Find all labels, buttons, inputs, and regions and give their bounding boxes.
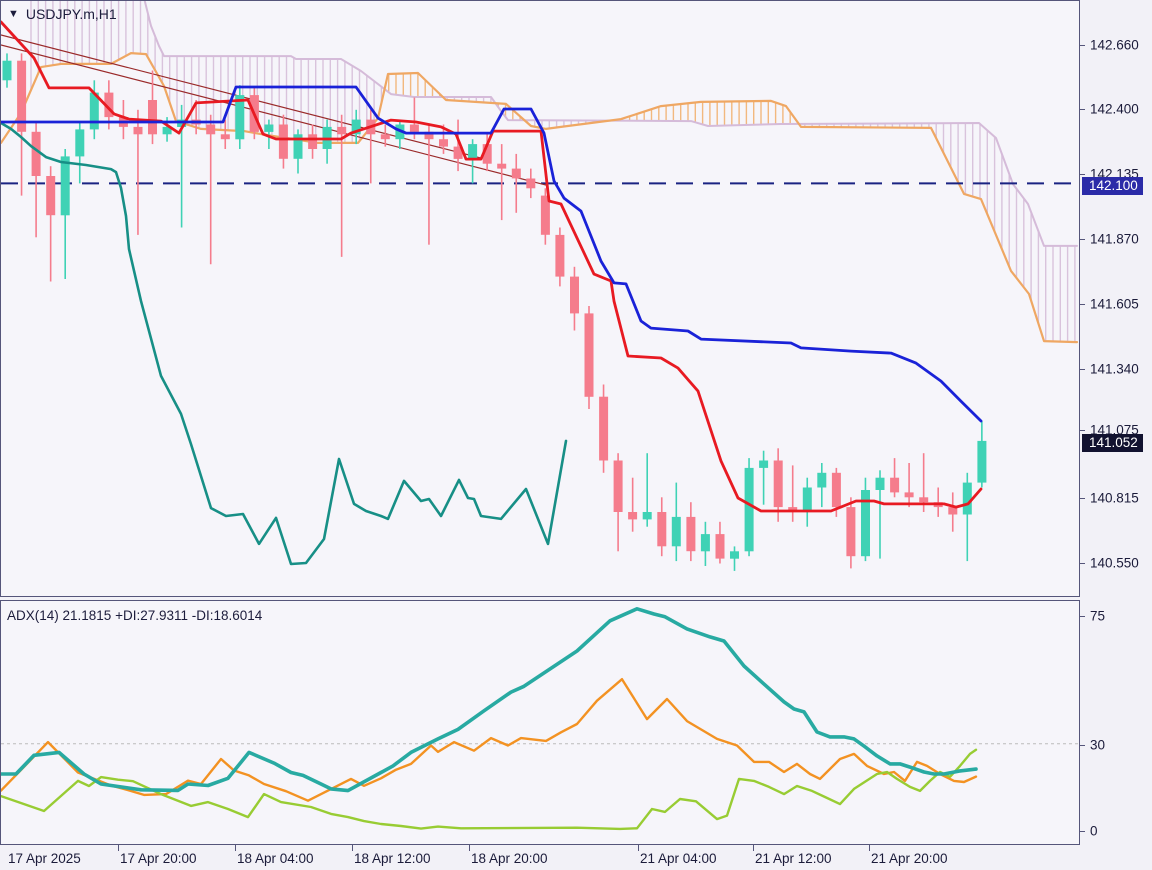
price-tick-mark: [1080, 369, 1085, 370]
adx-tick-label: 30: [1090, 737, 1106, 753]
price-tick-label: 141.340: [1090, 361, 1139, 377]
adx-tick-label: 0: [1090, 823, 1098, 839]
time-tick-label: 18 Apr 20:00: [471, 851, 548, 866]
time-tick-label: 17 Apr 2025: [8, 851, 81, 866]
price-tick-label: 140.550: [1090, 555, 1139, 571]
price-tick-label: 141.075: [1090, 422, 1139, 438]
adx-tick-mark: [1080, 745, 1085, 746]
price-tick-label: 141.870: [1090, 231, 1139, 247]
time-tick-mark: [753, 845, 754, 851]
time-tick-mark: [869, 845, 870, 851]
time-tick-label: 17 Apr 20:00: [120, 851, 197, 866]
price-tick-mark: [1080, 430, 1085, 431]
adx-tick-mark: [1080, 616, 1085, 617]
adx-indicator-label: ADX(14) 21.1815 +DI:27.9311 -DI:18.6014: [7, 608, 263, 623]
time-tick-mark: [235, 845, 236, 851]
adx-tick-mark: [1080, 831, 1085, 832]
price-tick-mark: [1080, 45, 1085, 46]
main-chart-panel[interactable]: [0, 0, 1080, 597]
symbol-title: ▼ USDJPY.m,H1: [8, 6, 117, 22]
adx-indicator-panel[interactable]: [0, 600, 1080, 845]
time-tick-mark: [638, 845, 639, 851]
time-axis: 17 Apr 2025 17 Apr 20:00 18 Apr 04:00 18 Ap…: [0, 845, 1152, 870]
main-chart-canvas[interactable]: [1, 1, 1079, 596]
price-tick-mark: [1080, 498, 1085, 499]
price-tick-label: 141.605: [1090, 296, 1139, 312]
time-tick-label: 21 Apr 12:00: [755, 851, 832, 866]
symbol-title-text[interactable]: USDJPY.m,H1: [25, 6, 117, 22]
time-tick-label: 18 Apr 04:00: [237, 851, 314, 866]
price-tick-mark: [1080, 563, 1085, 564]
price-tick-mark: [1080, 109, 1085, 110]
chevron-down-icon[interactable]: ▼: [8, 8, 19, 20]
price-tick-mark: [1080, 174, 1085, 175]
time-tick-label: 18 Apr 12:00: [354, 851, 431, 866]
price-tick-mark: [1080, 239, 1085, 240]
time-tick-mark: [118, 845, 119, 851]
price-tick-label: 140.815: [1090, 490, 1139, 506]
price-tick-label: 142.660: [1090, 37, 1139, 53]
time-tick-mark: [352, 845, 353, 851]
price-tick-label: 142.400: [1090, 101, 1139, 117]
price-axis: 142.660 142.400 142.135 141.870 141.605 141.3…: [1080, 0, 1152, 845]
time-tick-label: 21 Apr 20:00: [871, 851, 948, 866]
time-tick-label: 21 Apr 04:00: [640, 851, 717, 866]
adx-tick-label: 75: [1090, 608, 1106, 624]
time-tick-mark: [469, 845, 470, 851]
adx-chart-canvas[interactable]: [1, 601, 1079, 844]
current-price-badge: 141.052: [1082, 434, 1143, 452]
price-tick-mark: [1080, 304, 1085, 305]
level-price-badge: 142.100: [1082, 177, 1143, 195]
